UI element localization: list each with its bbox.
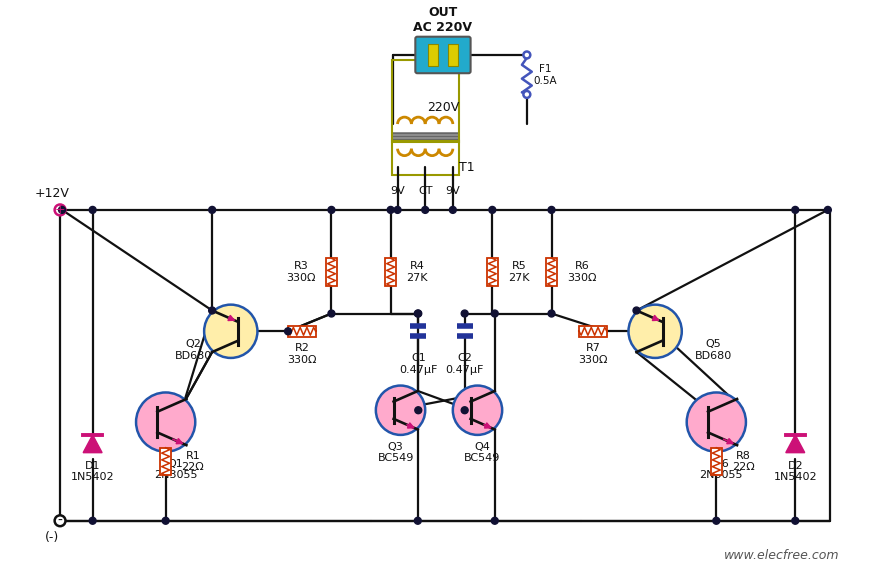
Bar [392, 141, 458, 175]
Circle shape [387, 206, 394, 213]
Circle shape [450, 206, 457, 213]
Circle shape [284, 328, 291, 335]
Circle shape [136, 392, 195, 451]
Text: T1: T1 [458, 161, 474, 174]
Circle shape [524, 91, 531, 98]
Circle shape [162, 517, 169, 524]
Text: +: + [55, 203, 65, 216]
Circle shape [792, 206, 799, 213]
Circle shape [792, 517, 799, 524]
Text: R3
330Ω: R3 330Ω [286, 261, 316, 283]
Bar [326, 258, 337, 286]
Circle shape [89, 206, 96, 213]
Text: Q6
2N3055: Q6 2N3055 [700, 458, 743, 480]
Text: D2
1N5402: D2 1N5402 [774, 461, 818, 482]
FancyBboxPatch shape [415, 37, 471, 73]
Text: Q1
2N3055: Q1 2N3055 [154, 458, 197, 480]
Text: www.elecfree.com: www.elecfree.com [724, 549, 840, 562]
Text: Q4
BC549: Q4 BC549 [465, 442, 501, 464]
Text: Q3
BC549: Q3 BC549 [378, 442, 414, 464]
Circle shape [55, 516, 65, 526]
Text: D1
1N5402: D1 1N5402 [70, 461, 114, 482]
Circle shape [394, 206, 401, 213]
Bar [385, 258, 396, 286]
Circle shape [489, 206, 495, 213]
Text: (-): (-) [45, 531, 59, 544]
Circle shape [686, 392, 746, 451]
Text: C1
0.47μF: C1 0.47μF [400, 353, 437, 375]
Text: OUT
AC 220V: OUT AC 220V [414, 6, 473, 34]
Circle shape [633, 307, 640, 314]
Circle shape [414, 310, 422, 317]
Text: 9V: 9V [390, 186, 405, 196]
Bar [579, 326, 607, 337]
Text: -: - [57, 514, 62, 528]
Circle shape [414, 310, 422, 317]
Circle shape [204, 305, 258, 358]
Text: R5
27K: R5 27K [508, 261, 530, 283]
Text: 9V: 9V [445, 186, 460, 196]
Circle shape [55, 205, 65, 216]
Text: 220V: 220V [427, 101, 459, 114]
Bar [448, 44, 458, 66]
Circle shape [59, 206, 65, 213]
Circle shape [209, 206, 216, 213]
Text: C2
0.47μF: C2 0.47μF [445, 353, 484, 375]
Bar [288, 326, 316, 337]
Circle shape [376, 386, 425, 435]
Circle shape [491, 517, 498, 524]
Text: R8
22Ω: R8 22Ω [732, 451, 755, 472]
Circle shape [453, 386, 502, 435]
Text: R4
27K: R4 27K [407, 261, 428, 283]
Bar [392, 60, 458, 142]
Circle shape [825, 206, 832, 213]
Text: R2
330Ω: R2 330Ω [287, 343, 317, 365]
Bar [711, 448, 722, 475]
Circle shape [328, 206, 335, 213]
Circle shape [461, 310, 468, 317]
Circle shape [422, 206, 429, 213]
Circle shape [414, 517, 422, 524]
Bar [546, 258, 557, 286]
Polygon shape [786, 435, 804, 453]
Text: F1
0.5A: F1 0.5A [534, 64, 557, 86]
Text: Q5
BD680: Q5 BD680 [694, 339, 732, 361]
Polygon shape [83, 435, 102, 453]
Circle shape [628, 305, 682, 358]
Circle shape [89, 517, 96, 524]
Bar [487, 258, 498, 286]
Text: CT: CT [418, 186, 432, 196]
Circle shape [461, 407, 468, 414]
Circle shape [548, 206, 555, 213]
Text: R1
22Ω: R1 22Ω [181, 451, 204, 472]
Text: R6
330Ω: R6 330Ω [568, 261, 597, 283]
Circle shape [328, 310, 335, 317]
Bar [160, 448, 171, 475]
Text: Q2
BD680: Q2 BD680 [174, 339, 212, 361]
Circle shape [713, 517, 720, 524]
Circle shape [491, 310, 498, 317]
Circle shape [414, 407, 422, 414]
Circle shape [548, 310, 555, 317]
Text: R7
330Ω: R7 330Ω [578, 343, 608, 365]
Text: +12V: +12V [34, 187, 70, 200]
Circle shape [209, 307, 216, 314]
Circle shape [524, 51, 531, 58]
Bar [429, 44, 438, 66]
